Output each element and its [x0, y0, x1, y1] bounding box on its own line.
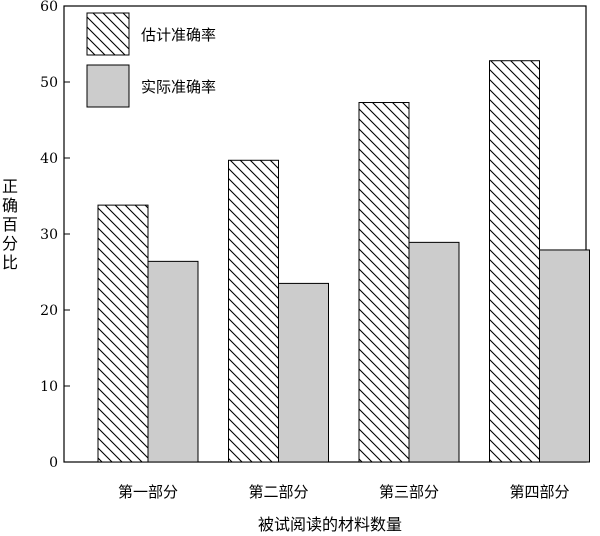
- y-tick-label: 40: [40, 151, 58, 167]
- y-tick-label: 60: [40, 0, 58, 15]
- bar-actual-2: [278, 282, 329, 463]
- y-axis-title: 正确百分比: [2, 177, 18, 272]
- bar-estimated-1: [97, 204, 149, 463]
- y-tick-label: 50: [40, 75, 58, 91]
- y-tick-label: 30: [40, 227, 58, 243]
- bar-estimated-4: [489, 60, 540, 463]
- legend-swatch-estimated: [86, 12, 130, 56]
- y-axis: 0 10 20 30 40 50 60: [40, 0, 70, 471]
- legend-label: 估计准确率: [141, 26, 216, 44]
- y-tick-label: 0: [49, 455, 58, 471]
- y-axis-title-char: 正: [2, 177, 18, 196]
- bar-actual-3: [408, 241, 460, 463]
- x-axis: 第一部分 第二部分 第三部分 第四部分: [118, 457, 570, 501]
- x-tick-label: 第四部分: [509, 483, 569, 501]
- bar-actual-1: [147, 260, 199, 463]
- y-axis-title-char: 确: [2, 196, 18, 215]
- legend-swatch-actual: [86, 64, 130, 108]
- y-axis-title-char: 分: [2, 234, 18, 253]
- bar-estimated-2: [228, 159, 279, 463]
- y-axis-title-char: 比: [2, 253, 18, 272]
- bars: [97, 60, 590, 463]
- bar-estimated-3: [358, 102, 410, 463]
- x-axis-title: 被试阅读的材料数量: [258, 515, 402, 534]
- bar-actual-4: [539, 249, 590, 463]
- y-axis-title-char: 百: [2, 215, 18, 234]
- x-tick-label: 第二部分: [248, 483, 308, 501]
- y-tick-label: 20: [40, 303, 58, 319]
- x-tick-label: 第一部分: [118, 483, 178, 501]
- legend-label: 实际准确率: [141, 78, 216, 96]
- x-tick-label: 第三部分: [379, 483, 439, 501]
- y-tick-label: 10: [40, 379, 58, 395]
